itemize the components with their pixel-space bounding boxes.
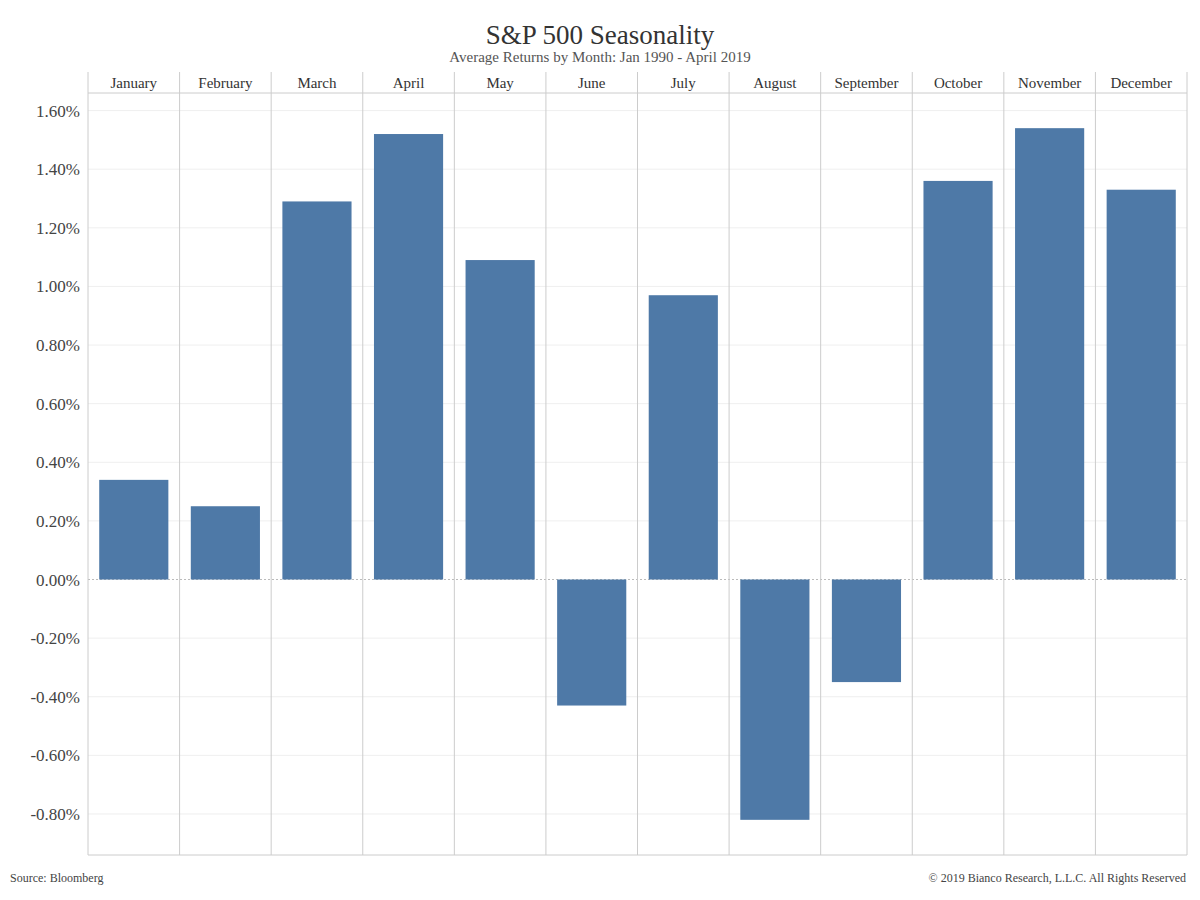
panel-separator (1003, 72, 1004, 855)
title: S&P 500 Seasonality (486, 20, 715, 50)
y-tick-label: -0.20% (30, 629, 80, 648)
subtitle: Average Returns by Month: Jan 1990 - Apr… (449, 49, 750, 65)
category-label: May (486, 75, 514, 91)
category-label: July (671, 75, 697, 91)
bar (1015, 128, 1084, 579)
axis-line (88, 855, 1187, 856)
bar (466, 260, 535, 579)
y-tick-label: 0.00% (36, 571, 80, 590)
bar (557, 580, 626, 706)
bar (1107, 190, 1176, 580)
bar (282, 201, 351, 579)
panel-separator (637, 72, 638, 855)
panel-separator (820, 72, 821, 855)
category-label: March (297, 75, 337, 91)
bar (740, 580, 809, 820)
header-line (88, 93, 1187, 94)
bar (99, 480, 168, 580)
y-tick-label: 0.60% (36, 395, 80, 414)
panel-separator (179, 72, 180, 855)
chart: S&P 500 SeasonalityAverage Returns by Mo… (0, 0, 1200, 900)
bar (649, 295, 718, 579)
category-label: September (834, 75, 898, 91)
y-tick-label: 1.60% (36, 102, 80, 121)
category-label: June (578, 75, 606, 91)
panel-separator (912, 72, 913, 855)
y-tick-label: 1.20% (36, 219, 80, 238)
y-tick-label: -0.40% (30, 688, 80, 707)
panel-separator (88, 72, 89, 855)
y-tick-label: -0.80% (30, 805, 80, 824)
category-label: January (110, 75, 157, 91)
y-tick-label: 1.40% (36, 160, 80, 179)
bar (374, 134, 443, 579)
y-tick-label: -0.60% (30, 746, 80, 765)
bar (191, 506, 260, 579)
bar (832, 580, 901, 683)
source-note: Source: Bloomberg (10, 871, 103, 885)
y-tick-label: 0.20% (36, 512, 80, 531)
y-tick-label: 0.80% (36, 336, 80, 355)
y-tick-label: 0.40% (36, 453, 80, 472)
copyright-note: © 2019 Bianco Research, L.L.C. All Right… (929, 871, 1186, 885)
panel-separator (1095, 72, 1096, 855)
panel-separator (362, 72, 363, 855)
panel-separator (1187, 72, 1188, 855)
category-label: April (393, 75, 425, 91)
bar (923, 181, 992, 580)
category-label: August (753, 75, 797, 91)
panel-separator (545, 72, 546, 855)
panel-separator (729, 72, 730, 855)
y-tick-label: 1.00% (36, 277, 80, 296)
panel-separator (454, 72, 455, 855)
category-label: October (934, 75, 982, 91)
category-label: November (1018, 75, 1081, 91)
panel-separator (271, 72, 272, 855)
category-label: December (1110, 75, 1172, 91)
category-label: February (198, 75, 253, 91)
